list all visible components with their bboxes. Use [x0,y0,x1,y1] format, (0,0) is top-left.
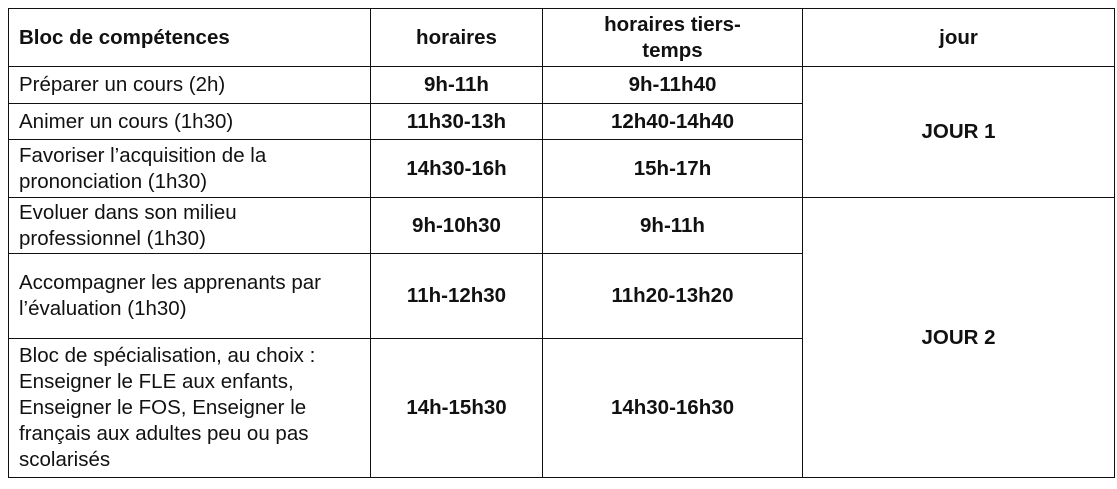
hours-cell: 14h30-16h [370,139,543,198]
skill-cell: Animer un cours (1h30) [8,103,371,140]
extra-time-cell: 14h30-16h30 [542,338,803,478]
header-horaires: horaires [370,8,543,67]
hours-cell: 11h-12h30 [370,253,543,339]
table-row: Accompagner les apprenants par l’évaluat… [8,253,1115,339]
extra-time-cell: 15h-17h [542,139,803,198]
skill-cell: Bloc de spécialisation, au choix : Ensei… [8,338,371,478]
table-row: Favoriser l’acquisition de la prononciat… [8,139,1115,198]
table-row: Evoluer dans son milieu professionnel (1… [8,197,1115,478]
schedule-table: Bloc de compétences horaires horaires ti… [8,8,1115,478]
extra-time-cell: 9h-11h [542,197,803,254]
hours-cell: 9h-11h [370,66,543,104]
extra-time-cell: 11h20-13h20 [542,253,803,339]
hours-cell: 9h-10h30 [370,197,543,254]
extra-time-cell: 12h40-14h40 [542,103,803,140]
table-row: Préparer un cours (2h) 9h-11h 9h-11h40 J… [8,66,1115,198]
day-cell: JOUR 2 [802,197,1115,478]
skill-cell: Accompagner les apprenants par l’évaluat… [8,253,371,339]
table-row: Bloc de spécialisation, au choix : Ensei… [8,338,1115,478]
header-bloc-competences: Bloc de compétences [8,8,371,67]
hours-cell: 11h30-13h [370,103,543,140]
hours-cell: 14h-15h30 [370,338,543,478]
header-row: Bloc de compétences horaires horaires ti… [8,8,1115,67]
table-row: Animer un cours (1h30) 11h30-13h 12h40-1… [8,103,1115,140]
day-cell: JOUR 1 [802,66,1115,198]
skill-cell: Préparer un cours (2h) [8,66,371,104]
extra-time-cell: 9h-11h40 [542,66,803,104]
header-jour: jour [802,8,1115,67]
skill-cell: Evoluer dans son milieu professionnel (1… [8,197,371,254]
skill-cell: Favoriser l’acquisition de la prononciat… [8,139,371,198]
header-horaires-tiers-temps: horaires tiers-temps [542,8,803,67]
